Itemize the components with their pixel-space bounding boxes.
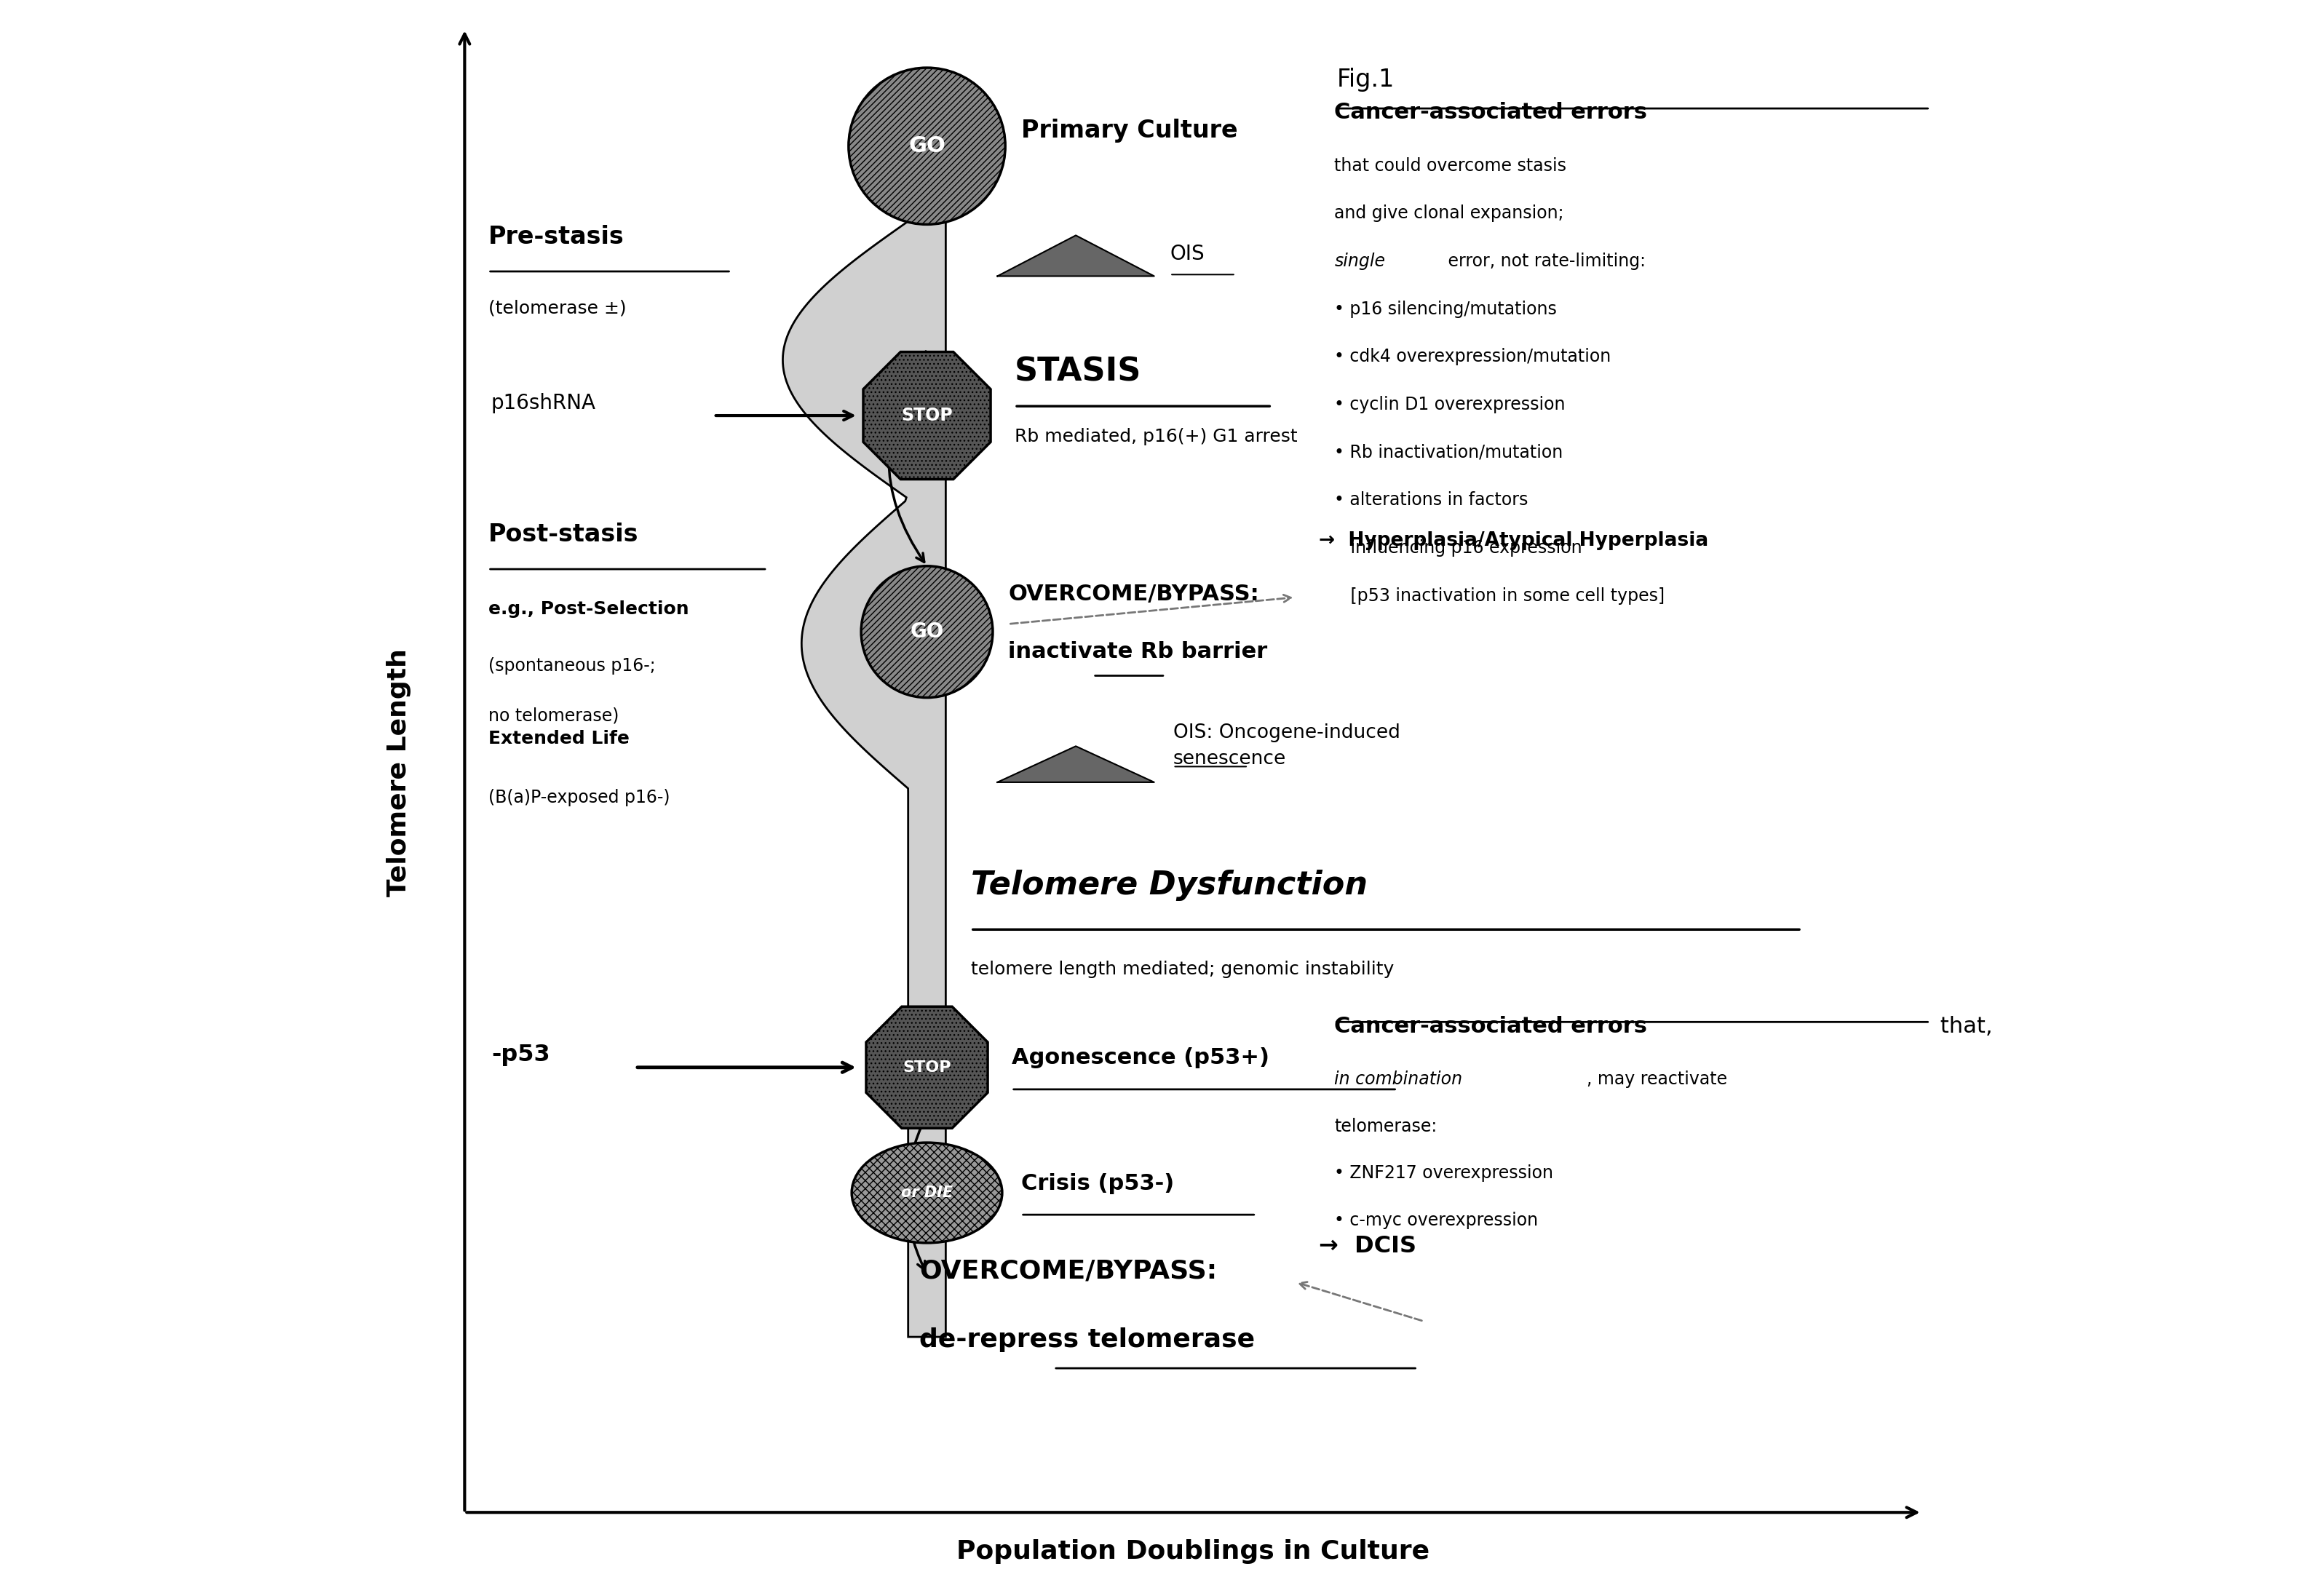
Text: e.g., Post-Selection: e.g., Post-Selection bbox=[488, 601, 688, 618]
Text: telomere length mediated; genomic instability: telomere length mediated; genomic instab… bbox=[971, 960, 1394, 978]
Text: (telomerase ±): (telomerase ±) bbox=[488, 300, 625, 317]
Text: Cancer-associated errors: Cancer-associated errors bbox=[1334, 103, 1648, 123]
Text: • ZNF217 overexpression: • ZNF217 overexpression bbox=[1334, 1164, 1552, 1183]
Text: STOP: STOP bbox=[902, 1060, 951, 1074]
Text: (spontaneous p16-;: (spontaneous p16-; bbox=[488, 658, 655, 675]
Text: Fig.1: Fig.1 bbox=[1336, 68, 1394, 91]
Text: STASIS: STASIS bbox=[1016, 356, 1141, 388]
Text: • Rb inactivation/mutation: • Rb inactivation/mutation bbox=[1334, 443, 1564, 460]
Circle shape bbox=[848, 68, 1006, 224]
Text: and give clonal expansion;: and give clonal expansion; bbox=[1334, 205, 1564, 222]
Text: OIS: Oncogene-induced
senescence: OIS: Oncogene-induced senescence bbox=[1174, 724, 1399, 768]
Text: inactivate Rb barrier: inactivate Rb barrier bbox=[1009, 642, 1267, 662]
Text: GO: GO bbox=[911, 621, 944, 642]
Text: Telomere Length: Telomere Length bbox=[386, 648, 411, 897]
Text: that,: that, bbox=[1934, 1016, 1992, 1036]
Text: Post-stasis: Post-stasis bbox=[488, 522, 639, 547]
Text: Rb mediated, p16(+) G1 arrest: Rb mediated, p16(+) G1 arrest bbox=[1016, 427, 1297, 446]
Text: no telomerase): no telomerase) bbox=[488, 706, 618, 724]
Text: OVERCOME/BYPASS:: OVERCOME/BYPASS: bbox=[918, 1258, 1218, 1284]
Text: →  Hyperplasia/Atypical Hyperplasia: → Hyperplasia/Atypical Hyperplasia bbox=[1318, 531, 1708, 550]
Text: single: single bbox=[1334, 252, 1385, 270]
Text: p16shRNA: p16shRNA bbox=[490, 393, 595, 413]
Text: • cdk4 overexpression/mutation: • cdk4 overexpression/mutation bbox=[1334, 349, 1611, 366]
Polygon shape bbox=[997, 746, 1155, 782]
Text: error, not rate-limiting:: error, not rate-limiting: bbox=[1443, 252, 1645, 270]
Text: -p53: -p53 bbox=[490, 1044, 551, 1066]
Text: influencing p16 expression: influencing p16 expression bbox=[1334, 539, 1583, 557]
Text: OVERCOME/BYPASS:: OVERCOME/BYPASS: bbox=[1009, 583, 1260, 604]
Text: • c-myc overexpression: • c-myc overexpression bbox=[1334, 1211, 1538, 1228]
Text: • cyclin D1 overexpression: • cyclin D1 overexpression bbox=[1334, 396, 1566, 413]
Text: Pre-stasis: Pre-stasis bbox=[488, 226, 625, 249]
Text: Population Doublings in Culture: Population Doublings in Culture bbox=[957, 1539, 1429, 1564]
Polygon shape bbox=[867, 1006, 988, 1128]
Text: or DIE: or DIE bbox=[902, 1186, 953, 1200]
Text: , may reactivate: , may reactivate bbox=[1587, 1071, 1727, 1088]
Text: telomerase:: telomerase: bbox=[1334, 1118, 1436, 1135]
Text: • alterations in factors: • alterations in factors bbox=[1334, 492, 1529, 509]
Text: de-repress telomerase: de-repress telomerase bbox=[918, 1328, 1255, 1351]
Text: GO: GO bbox=[909, 136, 946, 156]
Circle shape bbox=[862, 566, 992, 697]
Text: STOP: STOP bbox=[902, 407, 953, 424]
Text: that could overcome stasis: that could overcome stasis bbox=[1334, 158, 1566, 175]
Polygon shape bbox=[997, 235, 1155, 276]
Text: Agonescence (p53+): Agonescence (p53+) bbox=[1011, 1047, 1269, 1069]
Text: in combination: in combination bbox=[1334, 1071, 1462, 1088]
Text: OIS: OIS bbox=[1169, 244, 1204, 265]
Polygon shape bbox=[862, 352, 990, 479]
Text: Crisis (p53-): Crisis (p53-) bbox=[1020, 1173, 1174, 1194]
Text: Telomere Dysfunction: Telomere Dysfunction bbox=[971, 871, 1367, 902]
Polygon shape bbox=[783, 221, 946, 1337]
Text: Primary Culture: Primary Culture bbox=[1020, 118, 1239, 142]
Text: Cancer-associated errors: Cancer-associated errors bbox=[1334, 1016, 1648, 1036]
Text: [p53 inactivation in some cell types]: [p53 inactivation in some cell types] bbox=[1334, 587, 1664, 604]
Ellipse shape bbox=[851, 1143, 1002, 1243]
Text: Extended Life: Extended Life bbox=[488, 730, 630, 747]
Text: (B(a)P-exposed p16-): (B(a)P-exposed p16-) bbox=[488, 788, 669, 806]
Text: →  DCIS: → DCIS bbox=[1318, 1235, 1415, 1257]
Text: • p16 silencing/mutations: • p16 silencing/mutations bbox=[1334, 300, 1557, 319]
